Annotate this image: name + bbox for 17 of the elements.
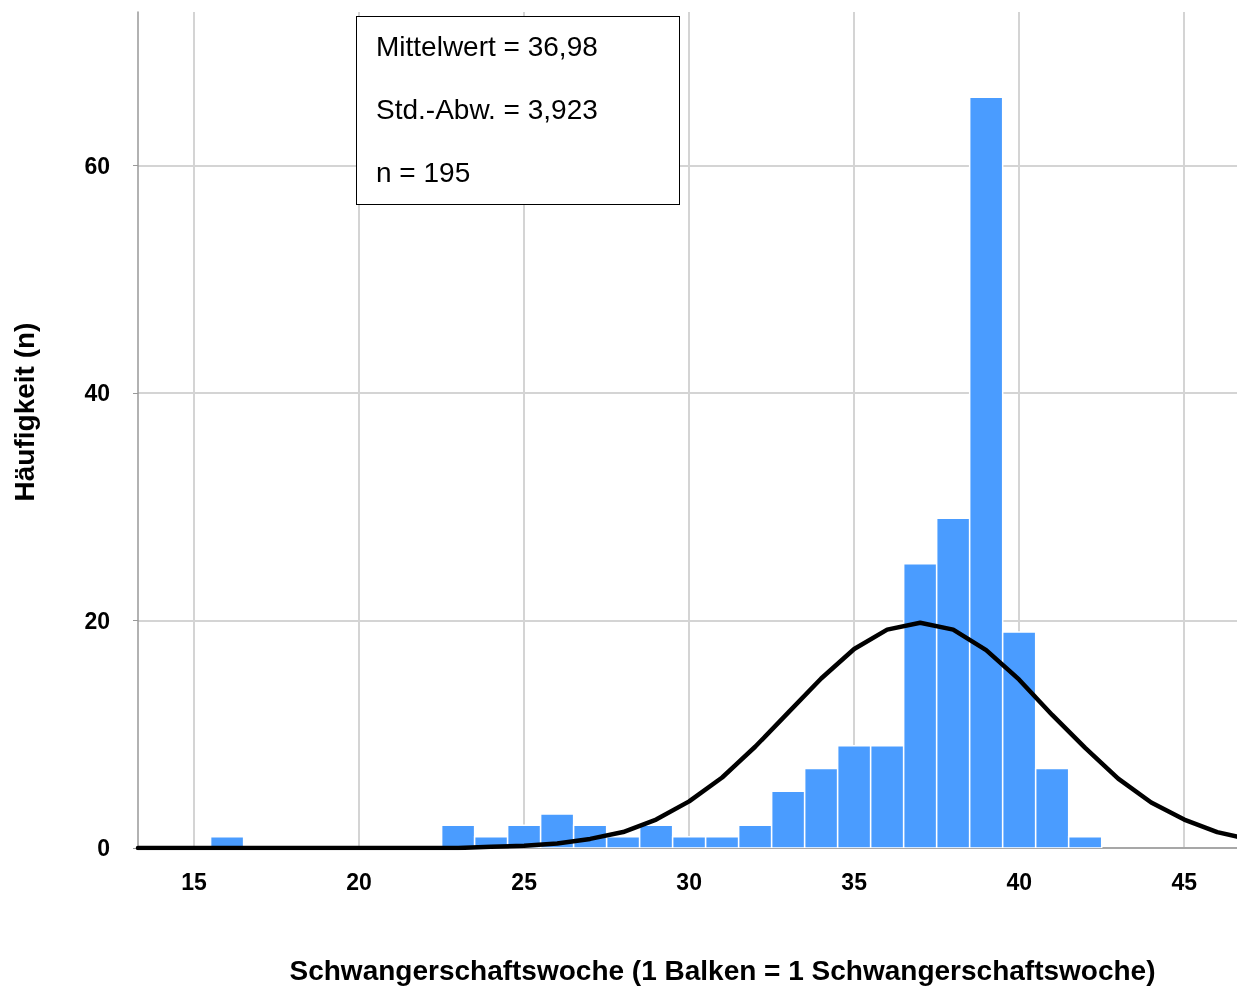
annotation: n = 195 xyxy=(375,156,472,190)
y-tick-label: 20 xyxy=(84,607,110,634)
x-tick-label: 30 xyxy=(676,868,702,895)
note-box: Mittelwert = 36,98 Std.-Abw. = 3,923 n = 195 xyxy=(356,16,680,205)
annotation: Mittelwert = 36,98 xyxy=(375,30,599,64)
y-tick-label: 40 xyxy=(84,380,110,407)
x-tick-label: 35 xyxy=(841,868,868,895)
x-tick-label: 45 xyxy=(1171,868,1198,895)
x-tick-label: 20 xyxy=(346,868,372,895)
x-tick-label: 25 xyxy=(511,868,538,895)
annotation: Std.-Abw. = 3,923 xyxy=(375,93,599,127)
x-axis-title: Schwangerschaftswoche (1 Balken = 1 Schwangerschaftswoche) xyxy=(289,954,1156,986)
x-tick-label: 40 xyxy=(1006,868,1032,895)
x-tick-label: 15 xyxy=(181,868,208,895)
y-tick-label: 0 xyxy=(97,835,110,861)
y-axis-title: Häufigkeit (n) xyxy=(8,322,40,502)
y-tick-label: 60 xyxy=(84,152,110,179)
